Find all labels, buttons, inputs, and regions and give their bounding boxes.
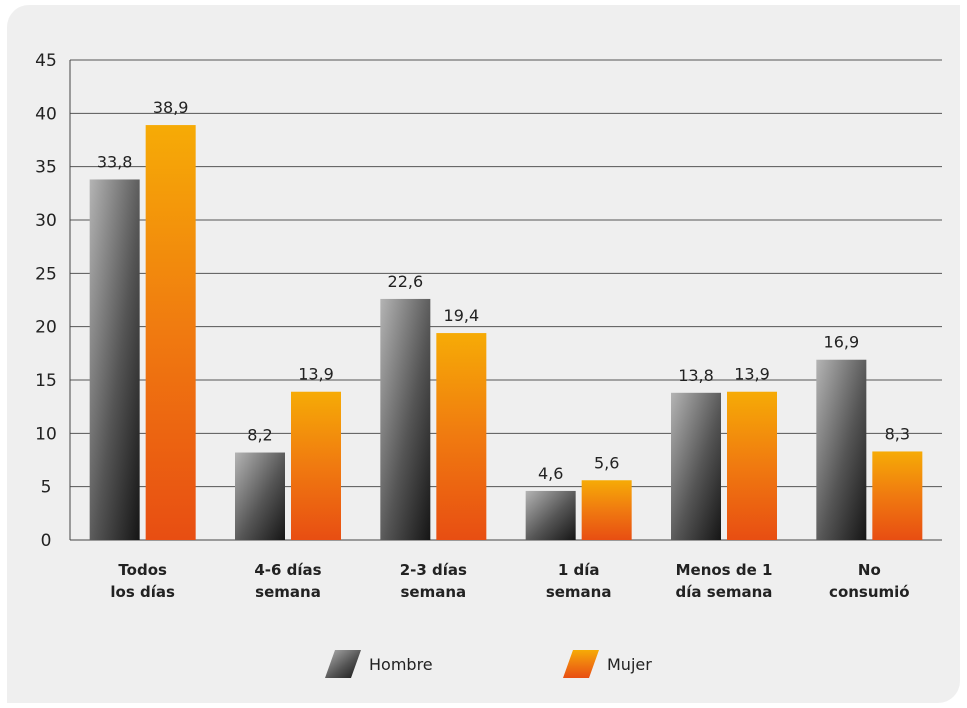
bar-hombre-1 [235, 452, 285, 540]
x-category-label: consumió [829, 583, 910, 601]
data-label: 13,8 [678, 366, 714, 385]
legend-item-hombre: Hombre [325, 650, 433, 678]
x-category-label: Menos de 1 [676, 561, 773, 579]
y-tick-label: 10 [35, 424, 57, 444]
bar-hombre-2 [380, 298, 431, 540]
y-tick-label: 45 [35, 51, 57, 71]
y-tick-label: 40 [35, 104, 57, 124]
x-category-label: día semana [676, 583, 773, 601]
grid-lines [70, 59, 942, 541]
x-category-label: 4-6 días [254, 561, 321, 579]
bar-mujer-0 [145, 125, 196, 541]
x-category-label: No [858, 561, 881, 579]
data-label: 13,9 [734, 365, 770, 384]
x-category-label: los días [110, 583, 175, 601]
bars [89, 125, 923, 541]
legend-label: Hombre [369, 655, 433, 674]
y-tick-label: 5 [41, 478, 52, 498]
legend-label: Mujer [607, 655, 652, 674]
bar-hombre-0 [89, 179, 140, 540]
y-axis: 0 5 10 15 20 25 30 35 40 45 [35, 51, 71, 551]
y-tick-label: 20 [35, 318, 57, 338]
x-category-label: semana [546, 583, 612, 601]
bar-mujer-2 [436, 333, 487, 540]
data-label: 19,4 [444, 306, 480, 325]
y-tick-label: 0 [41, 531, 52, 551]
y-tick-label: 30 [35, 211, 57, 231]
data-label: 8,2 [247, 426, 272, 445]
y-tick-label: 15 [35, 371, 57, 391]
legend-swatch [563, 650, 599, 678]
bar-hombre-5 [816, 359, 867, 540]
x-category-label: semana [401, 583, 467, 601]
data-label: 38,9 [153, 98, 189, 117]
data-label: 33,8 [97, 152, 133, 171]
bar-hombre-3 [525, 490, 576, 540]
legend-swatch [325, 650, 361, 678]
data-label: 5,6 [594, 453, 619, 472]
data-label: 13,9 [298, 365, 334, 384]
data-labels: 33,8 38,9 8,2 13,9 22,6 19,4 4,6 5,6 13,8 13,9 16,… [97, 98, 910, 483]
x-category-label: semana [255, 583, 321, 601]
data-label: 22,6 [388, 272, 424, 291]
y-tick-label: 35 [35, 158, 57, 178]
x-axis: Todos los días 4-6 días semana 2-3 días seman… [110, 561, 909, 601]
x-category-label: 1 día [558, 561, 600, 579]
legend-item-mujer: Mujer [563, 650, 652, 678]
data-label: 16,9 [824, 333, 860, 352]
bar-mujer-3 [581, 480, 632, 540]
data-label: 4,6 [538, 464, 563, 483]
bar-mujer-5 [872, 451, 923, 540]
bar-hombre-4 [671, 392, 721, 540]
y-tick-label: 25 [35, 264, 57, 284]
x-category-label: 2-3 días [400, 561, 467, 579]
data-label: 8,3 [885, 424, 910, 443]
bar-mujer-1 [291, 391, 341, 540]
bar-mujer-4 [727, 391, 777, 540]
legend: Hombre Mujer [325, 650, 652, 678]
x-category-label: Todos [118, 561, 167, 579]
